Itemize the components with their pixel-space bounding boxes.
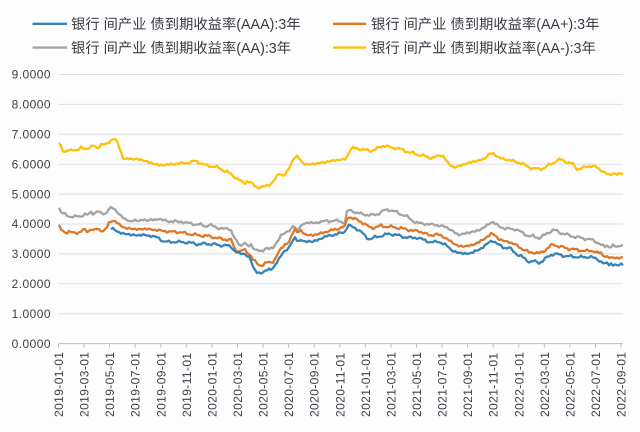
svg-text:2020-07-01: 2020-07-01 bbox=[282, 352, 296, 417]
svg-text:2021-07-01: 2021-07-01 bbox=[436, 352, 450, 417]
svg-text:7.0000: 7.0000 bbox=[12, 128, 51, 142]
svg-text:2.0000: 2.0000 bbox=[12, 277, 51, 291]
svg-text:2019-01-01: 2019-01-01 bbox=[52, 352, 66, 417]
svg-text:2021-01-01: 2021-01-01 bbox=[359, 352, 373, 417]
svg-text:6.0000: 6.0000 bbox=[12, 157, 51, 171]
svg-text:2022-05-01: 2022-05-01 bbox=[563, 352, 577, 417]
svg-text:2021-09-01: 2021-09-01 bbox=[461, 352, 475, 417]
svg-text:1.0000: 1.0000 bbox=[12, 307, 51, 321]
svg-text:2022-09-01: 2022-09-01 bbox=[615, 352, 629, 417]
svg-text:2019-11-01: 2019-11-01 bbox=[180, 353, 194, 418]
svg-text:2019-05-01: 2019-05-01 bbox=[103, 352, 117, 417]
svg-text:2022-07-01: 2022-07-01 bbox=[589, 352, 603, 417]
svg-text:(AA):3: (AA):3 bbox=[236, 41, 277, 57]
svg-text:0.0000: 0.0000 bbox=[12, 337, 51, 351]
svg-text:2020-01-01: 2020-01-01 bbox=[205, 352, 219, 417]
svg-text:(AAA):3: (AAA):3 bbox=[236, 17, 286, 33]
svg-text:2020-05-01: 2020-05-01 bbox=[257, 352, 271, 417]
svg-text:2020-11-01: 2020-11-01 bbox=[333, 353, 347, 418]
svg-text:2022-03-01: 2022-03-01 bbox=[538, 352, 552, 417]
svg-text:2019-09-01: 2019-09-01 bbox=[154, 352, 168, 417]
svg-text:4.0000: 4.0000 bbox=[12, 217, 51, 231]
svg-text:3.0000: 3.0000 bbox=[12, 247, 51, 261]
svg-text:5.0000: 5.0000 bbox=[12, 187, 51, 201]
svg-text:2021-11-01: 2021-11-01 bbox=[487, 353, 501, 418]
svg-text:2020-09-01: 2020-09-01 bbox=[308, 352, 322, 417]
svg-text:2021-03-01: 2021-03-01 bbox=[384, 352, 398, 417]
svg-text:(AA-):3: (AA-):3 bbox=[536, 41, 581, 57]
svg-text:9.0000: 9.0000 bbox=[12, 68, 51, 82]
svg-text:2019-03-01: 2019-03-01 bbox=[78, 352, 92, 417]
svg-text:2019-07-01: 2019-07-01 bbox=[129, 352, 143, 417]
svg-text:2022-01-01: 2022-01-01 bbox=[512, 352, 526, 417]
svg-text:8.0000: 8.0000 bbox=[12, 98, 51, 112]
svg-text:2021-05-01: 2021-05-01 bbox=[410, 352, 424, 417]
svg-text:2020-03-01: 2020-03-01 bbox=[231, 352, 245, 417]
svg-text:(AA+):3: (AA+):3 bbox=[536, 17, 585, 33]
